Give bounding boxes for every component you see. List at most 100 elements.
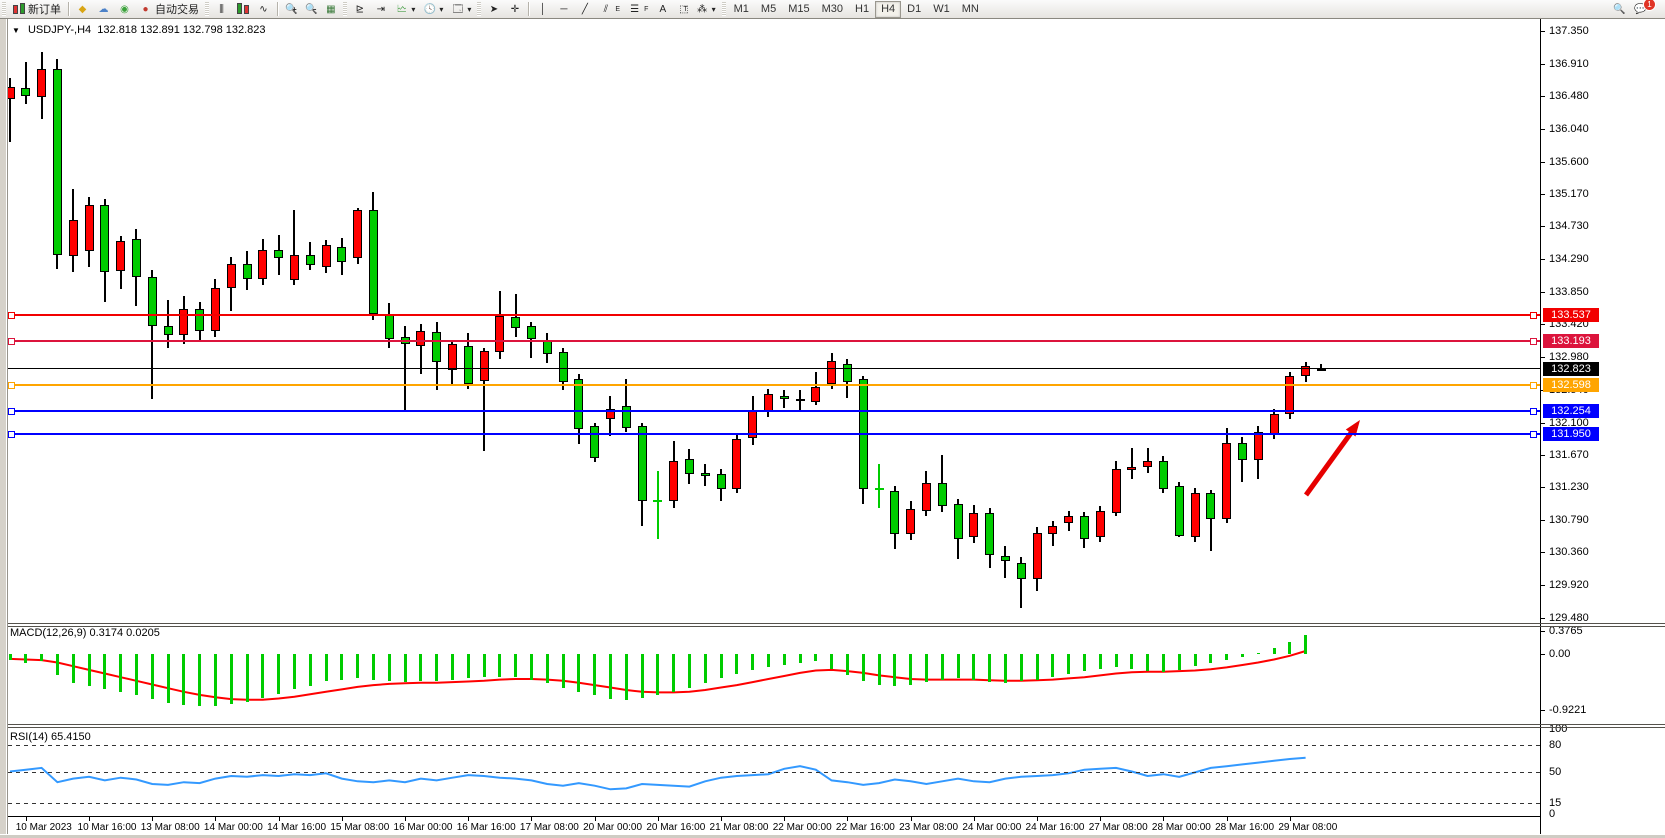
candle xyxy=(21,88,31,96)
price-level-tag[interactable]: 132.254 xyxy=(1543,404,1599,419)
timeframe-m30[interactable]: M30 xyxy=(821,2,844,15)
cursor-button[interactable]: ➤ xyxy=(483,1,504,17)
candle xyxy=(116,241,126,272)
market-button[interactable]: ◆ xyxy=(72,1,93,17)
add-indicator-button[interactable]: 🗠 ▾ xyxy=(396,3,416,15)
price-level-tag[interactable]: 133.193 xyxy=(1543,334,1599,349)
tile-windows-button[interactable]: ▦ xyxy=(320,1,341,17)
price-level-line[interactable] xyxy=(8,312,1540,320)
macd-histogram-bar xyxy=(672,654,676,692)
price-level-line[interactable] xyxy=(8,430,1540,438)
panel-separator[interactable] xyxy=(0,623,1665,624)
auto-scroll-icon: ⊵ xyxy=(355,3,365,15)
candle-wick xyxy=(530,321,533,358)
time-tick xyxy=(278,817,280,821)
price-level-tag[interactable]: 132.823 xyxy=(1543,361,1599,376)
line-handle[interactable] xyxy=(1530,338,1537,346)
fibonacci-button[interactable]: ☰ F xyxy=(624,1,652,17)
arrows-button[interactable]: ⁂ ▾ xyxy=(697,3,716,15)
candle xyxy=(1048,526,1058,535)
price-level-line[interactable] xyxy=(8,382,1540,390)
candle xyxy=(953,503,963,539)
macd-histogram-bar xyxy=(972,654,976,680)
price-level-tag[interactable]: 132.598 xyxy=(1543,378,1599,393)
notifications-button[interactable]: 💬 1 xyxy=(1630,0,1656,17)
toolbar-grip[interactable] xyxy=(2,2,6,16)
timeframe-m1[interactable]: M1 xyxy=(733,2,749,15)
chart-title-caret-icon[interactable]: ▼ xyxy=(12,26,20,35)
line-handle[interactable] xyxy=(8,312,15,320)
macd-histogram-bar xyxy=(719,654,723,679)
macd-histogram-bar xyxy=(1146,654,1150,672)
time-tick-label: 16 Mar 00:00 xyxy=(393,822,453,833)
vertical-line-button[interactable]: │ xyxy=(532,1,553,17)
price-level-line[interactable] xyxy=(8,368,1540,370)
line-chart-button[interactable]: ∿ xyxy=(253,1,274,17)
periods-button[interactable]: 🕓 ▾ xyxy=(423,3,444,15)
panel-separator[interactable] xyxy=(0,727,1665,728)
macd-histogram-bar xyxy=(735,654,739,674)
price-level-tag[interactable]: 133.537 xyxy=(1543,308,1599,323)
candlestick-chart-button[interactable] xyxy=(232,1,253,17)
macd-histogram-bar xyxy=(893,654,897,686)
zoom-in-button[interactable]: 🔍 + xyxy=(285,3,298,15)
annotation-arrow-head[interactable] xyxy=(1345,420,1360,437)
line-handle[interactable] xyxy=(1530,382,1537,390)
line-handle[interactable] xyxy=(8,338,15,346)
bar-chart-button[interactable]: ⫼ xyxy=(211,1,232,17)
zoom-out-button[interactable]: 🔍 − xyxy=(304,3,318,15)
price-tick xyxy=(1541,585,1545,587)
candle xyxy=(732,438,742,489)
panel-separator[interactable] xyxy=(0,626,1665,627)
channel-button[interactable]: ⫽ E xyxy=(595,1,624,17)
signals-button[interactable]: ◉ xyxy=(114,1,135,17)
crosshair-button[interactable]: ✛ xyxy=(504,1,525,17)
timeframe-h1[interactable]: H1 xyxy=(855,2,870,15)
macd-histogram-bar xyxy=(545,654,549,684)
timeframe-d1[interactable]: D1 xyxy=(907,2,922,15)
text-button[interactable]: A xyxy=(652,1,673,17)
text-label-button[interactable]: ⬚ T xyxy=(679,3,689,15)
candle xyxy=(147,277,157,326)
price-tick-label: 129.480 xyxy=(1549,612,1589,624)
trendline-button[interactable]: ╱ xyxy=(574,1,595,17)
line-handle[interactable] xyxy=(1530,408,1537,416)
chart-shift-button[interactable]: ⇥ xyxy=(370,1,391,17)
macd-axis-label: 0.3765 xyxy=(1549,625,1583,638)
timeframe-m15[interactable]: M15 xyxy=(788,2,810,15)
horizontal-line-button[interactable]: ─ xyxy=(553,1,574,17)
macd-label: MACD(12,26,9) 0.3174 0.0205 xyxy=(10,627,160,639)
line-handle[interactable] xyxy=(8,408,15,416)
price-level-line[interactable] xyxy=(8,408,1540,416)
time-axis[interactable]: 10 Mar 2023 10 Mar 16:00 13 Mar 08:00 14 Ma… xyxy=(0,816,1665,835)
line-handle[interactable] xyxy=(1530,312,1537,320)
line-handle[interactable] xyxy=(8,382,15,390)
community-button[interactable]: ☁ xyxy=(93,1,114,17)
macd-histogram-bar xyxy=(529,654,533,680)
price-level-line[interactable] xyxy=(8,338,1540,346)
timeframe-h4[interactable]: H4 xyxy=(875,0,902,18)
timeframe-w1[interactable]: W1 xyxy=(933,2,950,15)
line-handle[interactable] xyxy=(8,430,15,438)
candle xyxy=(416,330,426,346)
annotation-arrow-shaft[interactable] xyxy=(1303,424,1359,497)
timeframe-m5[interactable]: M5 xyxy=(760,2,777,15)
panel-separator[interactable] xyxy=(0,724,1665,725)
rsi-axis-label: 80 xyxy=(1549,738,1562,751)
macd-histogram-bar xyxy=(245,654,249,702)
templates-button[interactable]: 🗔 ▾ xyxy=(452,3,472,15)
timeframe-mn[interactable]: MN xyxy=(961,2,979,15)
macd-histogram-bar xyxy=(1019,654,1023,682)
macd-histogram-bar xyxy=(687,654,691,689)
new-order-button[interactable]: 新订单 xyxy=(8,1,65,17)
price-level-tag[interactable]: 131.950 xyxy=(1543,426,1599,441)
price-axis[interactable]: 137.350 136.910 136.480 136.040 135.600 135.1… xyxy=(1540,19,1665,834)
time-tick xyxy=(973,817,975,821)
line-handle[interactable] xyxy=(1530,430,1537,438)
candle-wick xyxy=(625,379,628,432)
auto-trading-button[interactable]: ● 自动交易 xyxy=(135,1,203,17)
auto-scroll-button[interactable]: ⊵ xyxy=(349,1,370,17)
price-tick-label: 132.980 xyxy=(1549,350,1589,363)
text-label-icon: ⬚ xyxy=(679,3,689,15)
search-button[interactable]: 🔍 xyxy=(1609,1,1630,17)
